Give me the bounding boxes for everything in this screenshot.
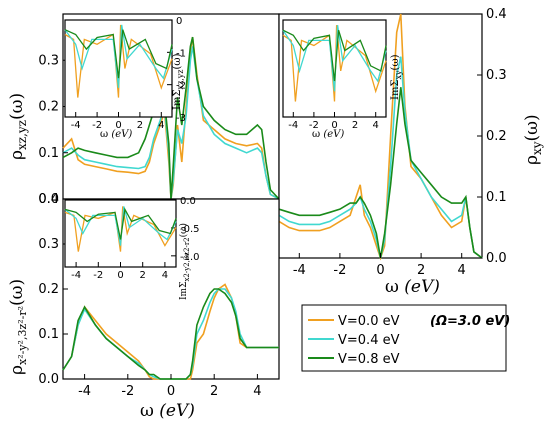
bottom-left-xtick-label-0: -4 [78,384,91,399]
top-right-xtick-label-1: -2 [333,263,346,278]
bottom-left-xtick-label-2: 0 [167,384,175,399]
inset-bottom-left-ytick-label-2: -1.0 [180,252,200,263]
bottom-left-ytick-label-1: 0.1 [38,327,59,342]
inset-bottom-left-xtick-label-0: -4 [71,270,81,281]
inset-top-left-ytick-label-3: -3 [176,113,186,124]
inset-tl-trace-0 [64,24,173,98]
inset-top-right-xlabel: ω (eV) [312,129,344,140]
inset-bottom-left-xtick-label-2: 0 [117,270,123,281]
inset-top-left-ytick-label-0: 0 [176,16,182,27]
inset-top-left-ytick-label-1: -1 [176,48,186,59]
ylabel-bottom-left: ρx²-y²,3z²-r²(ω) [7,279,29,375]
inset-top-right-xtick-label-0: -4 [288,120,298,131]
top-right-series-0 [278,13,483,261]
top-left-ytick-label-0: 0.0 [38,192,59,207]
inset-top-left-xtick-label-3: 2 [137,120,143,131]
bottom-left-ytick-label-0: 0.0 [38,372,59,387]
inset-top-right-xtick-label-4: 4 [373,120,379,131]
legend-note: (Ω=3.0 eV) [430,314,510,329]
top-right-xtick-label-4: 4 [458,263,466,278]
legend-label-0: V=0.0 eV [338,314,400,329]
inset-bottom-left-ytick-label-0: 0.0 [180,196,196,207]
inset-bottom-left-ytick-label-1: -0.5 [180,224,200,235]
inset-tr-trace-2 [282,29,387,82]
inset-bl-trace-2 [64,207,177,240]
inset-tr-trace-0 [282,25,387,102]
inset-top-right-ylabel: ImΣxy(ω) [390,54,403,100]
top-right-xtick-label-0: -4 [293,263,306,278]
inset-bl-trace-0 [64,206,177,252]
top-left-ytick-label-1: 0.1 [38,146,59,161]
top-left-ytick-label-2: 0.2 [38,100,59,115]
inset-top-right-xtick-label-3: 2 [352,120,358,131]
top-left-series-1 [62,46,280,200]
inset-top-left-xtick-label-0: -4 [71,120,81,131]
legend-label-2: V=0.8 eV [338,352,400,367]
top-right-ytick-label-3: 0.3 [486,68,507,83]
top-right-xtick-label-2: 0 [376,263,384,278]
inset-top-left-ytick-label-2: -2 [176,81,186,92]
ylabel-top-right: ρxy(ω) [522,114,544,165]
legend-label-1: V=0.4 eV [338,333,400,348]
inset-tl-trace-2 [64,29,173,79]
inset-top-left-ylabel: ImΣxz,yz(ω) [172,53,185,110]
top-right-series-1 [278,56,483,259]
inset-top-left-xtick-label-4: 4 [158,120,164,131]
top-right-xtick-label-3: 2 [417,263,425,278]
top-right-ytick-label-0: 0.0 [486,251,507,266]
inset-top-left-frame [64,19,173,118]
xlabel-top-right: ω (eV) [385,277,440,297]
ylabel-top-left: ρxz,yz(ω) [7,93,29,160]
bottom-left-xtick-label-1: -2 [121,384,134,399]
inset-bottom-left: -4 -2 0 2 4 0.0 -0.5 -1.0 [64,196,200,281]
inset-top-left-xtick-label-2: 0 [115,120,121,131]
inset-top-right-xtick-label-2: 0 [331,120,337,131]
inset-top-right: -4 -2 0 2 4 [282,19,387,131]
bottom-left-ytick-label-2: 0.2 [38,282,59,297]
top-right-ytick-label-4: 0.4 [486,7,507,22]
top-left-series-2 [62,36,280,200]
inset-top-right-xtick-label-1: -2 [309,120,319,131]
bottom-left-ytick-label-4: 0.4 [38,192,59,207]
xlabel-bottom-left: ω (eV) [140,401,195,421]
top-right-ytick-label-2: 0.2 [486,129,507,144]
inset-top-left-xlabel: ω (eV) [100,129,132,140]
inset-bottom-left-xtick-label-3: 2 [140,270,146,281]
inset-top-left-xtick-label-1: -2 [92,120,102,131]
bottom-left-series-2 [62,288,279,380]
legend: V=0.0 eV V=0.4 eV V=0.8 eV (Ω=3.0 eV) [301,304,510,372]
bottom-left-ytick-label-3: 0.3 [38,237,59,252]
inset-top-left: -4 -2 0 2 4 0 -1 -2 -3 [64,16,186,131]
inset-bottom-left-xtick-label-4: 4 [162,270,168,281]
inset-bottom-left-xtick-label-1: -2 [93,270,103,281]
bottom-left-xtick-label-4: 4 [253,384,261,399]
top-right-ytick-label-1: 0.1 [486,190,507,205]
bottom-left-xtick-label-3: 2 [210,384,218,399]
top-left-ytick-label-3: 0.3 [38,53,59,68]
top-right-series-2 [278,87,483,259]
